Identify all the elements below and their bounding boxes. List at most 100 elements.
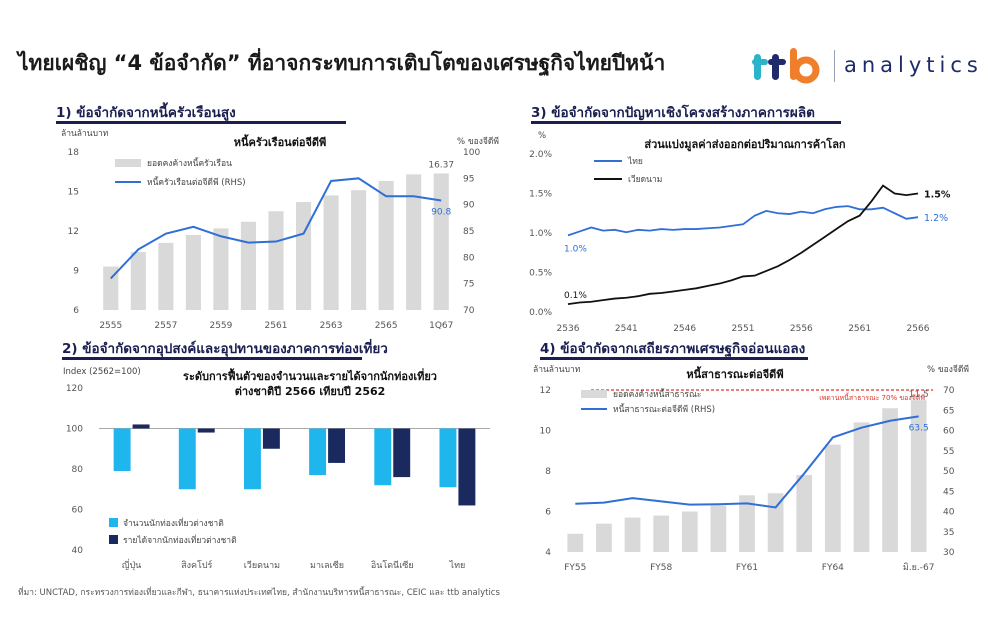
x-tick-label: 2566 — [907, 324, 930, 334]
data-label: 63.5 — [909, 423, 929, 433]
bar — [262, 428, 280, 449]
bar — [796, 475, 813, 552]
bar — [824, 444, 841, 552]
x-tick-label: FY58 — [650, 563, 672, 573]
legend-label: หนี้สาธารณะต่อจีดีพี (RHS) — [613, 403, 715, 415]
y-tick-label: 15 — [68, 188, 79, 198]
section-4-title: 4) ข้อจำกัดจากเสถียรภาพเศรษฐกิจอ่อนแอลง — [540, 341, 806, 357]
bar — [309, 428, 327, 476]
x-tick-label: 2551 — [732, 324, 755, 334]
data-label: 1.2% — [924, 213, 948, 224]
y-right-tick-label: 40 — [943, 508, 955, 518]
logo: analytics — [752, 44, 992, 88]
chart-title: ระดับการฟื้นตัวของจำนวนและรายได้จากนักท่… — [183, 368, 437, 383]
legend-label: จำนวนนักท่องเที่ยวต่างชาติ — [123, 517, 224, 529]
bar — [197, 428, 215, 433]
y-tick-label: 9 — [73, 267, 79, 277]
series-line — [110, 177, 442, 280]
legend-swatch — [581, 390, 607, 398]
x-tick-label: 2557 — [154, 321, 177, 331]
data-label: 1.5% — [924, 190, 951, 201]
bar — [596, 523, 612, 552]
bar — [243, 428, 261, 490]
bar — [767, 493, 784, 552]
legend-label: รายได้จากนักท่องเที่ยวต่างชาติ — [123, 534, 237, 546]
y-tick-label: 10 — [540, 427, 552, 437]
chart-title: ต่างชาติปี 2566 เทียบปี 2562 — [235, 385, 386, 398]
legend-label: ยอดคงค้างหนี้ครัวเรือน — [147, 157, 232, 169]
section-1-title: 1) ข้อจำกัดจากหนี้ครัวเรือนสูง — [56, 105, 236, 121]
bar — [113, 428, 131, 472]
y-right-tick-label: 35 — [943, 528, 954, 538]
y-tick-label: 6 — [545, 508, 551, 518]
y-right-tick-label: 70 — [943, 386, 955, 396]
section-2-rule — [62, 357, 362, 360]
bar — [130, 252, 146, 310]
y-tick-label: 0.0% — [529, 308, 552, 318]
y-tick-label: 120 — [66, 384, 83, 394]
y-tick-label: 80 — [72, 465, 84, 475]
bar — [185, 234, 201, 310]
y-right-tick-label: 50 — [943, 467, 955, 477]
x-tick-label: FY61 — [736, 563, 758, 573]
section-1-rule — [56, 121, 346, 124]
legend-label: เวียดนาม — [628, 174, 662, 185]
bar — [439, 428, 457, 488]
y-right-tick-label: 55 — [943, 447, 954, 457]
left-axis-unit: ล้านล้านบาท — [61, 128, 109, 139]
y-tick-label: 0.5% — [529, 269, 552, 279]
y-right-tick-label: 30 — [943, 548, 955, 558]
public-debt-chart: ล้านล้านบาท% ของจีดีพีหนี้สาธารณะต่อจีดี… — [533, 364, 969, 573]
x-tick-label: 2556 — [790, 324, 813, 334]
y-tick-label: 6 — [73, 306, 79, 316]
bar — [103, 266, 119, 310]
bar — [328, 428, 346, 463]
x-tick-label: FY64 — [822, 563, 844, 573]
bar — [393, 428, 411, 478]
y-right-tick-label: 60 — [943, 427, 955, 437]
left-axis-unit: % — [538, 131, 546, 141]
y-axis-label: Index (2562=100) — [63, 367, 141, 377]
legend-swatch — [115, 159, 141, 167]
chart-title: ส่วนแบ่งมูลค่าส่งออกต่อปริมาณการค้าโลก — [644, 137, 846, 152]
y-tick-label: 18 — [68, 148, 80, 158]
bar — [240, 221, 257, 310]
series-line — [567, 205, 919, 237]
bar — [910, 400, 927, 552]
bar — [378, 180, 394, 310]
legend-label: ไทย — [627, 156, 643, 167]
y-right-tick-label: 80 — [463, 253, 475, 263]
y-tick-label: 1.5% — [529, 190, 552, 200]
x-tick-label: 2541 — [615, 324, 638, 334]
y-right-tick-label: 95 — [463, 174, 474, 184]
bar — [323, 195, 339, 310]
household-debt-chart: ล้านล้านบาท% ของจีดีพีหนี้ครัวเรือนต่อจี… — [61, 128, 499, 331]
data-label: 90.8 — [431, 207, 451, 217]
y-right-tick-label: 65 — [943, 406, 954, 416]
y-tick-label: 40 — [72, 546, 84, 556]
section-2-title: 2) ข้อจำกัดจากอุปสงค์และอุปทานของภาคการท… — [62, 341, 388, 357]
y-tick-label: 12 — [68, 227, 79, 237]
source-note: ที่มา: UNCTAD, กระทรวงการท่องเที่ยวและกี… — [18, 588, 500, 598]
x-tick-label: 2563 — [320, 321, 343, 331]
x-tick-label: 2565 — [375, 321, 398, 331]
x-tick-label: 2555 — [99, 321, 122, 331]
y-tick-label: 12 — [540, 386, 551, 396]
bar — [458, 428, 476, 506]
page-title: ไทยเผชิญ “4 ข้อจำกัด” ที่อาจกระทบการเติบ… — [18, 51, 666, 75]
y-tick-label: 4 — [545, 548, 551, 558]
bar — [882, 408, 898, 552]
y-tick-label: 2.0% — [529, 150, 552, 160]
y-right-tick-label: 90 — [463, 201, 475, 211]
bar — [178, 428, 196, 490]
tourism-recovery-chart: Index (2562=100) ระดับการฟื้นตัวของจำนวนแ… — [63, 367, 490, 571]
bar — [132, 424, 150, 429]
x-tick-label: เวียดนาม — [244, 560, 280, 571]
right-axis-unit: % ของจีดีพี — [927, 364, 969, 375]
bar — [567, 533, 584, 552]
ttb-logo-icon — [752, 48, 820, 84]
legend-label: ยอดคงค้างหนี้สาธารณะ — [613, 388, 701, 400]
legend-swatch — [109, 535, 118, 544]
bar — [213, 228, 229, 310]
section-3-title: 3) ข้อจำกัดจากปัญหาเชิงโครงสร้างภาคการผล… — [531, 105, 815, 121]
